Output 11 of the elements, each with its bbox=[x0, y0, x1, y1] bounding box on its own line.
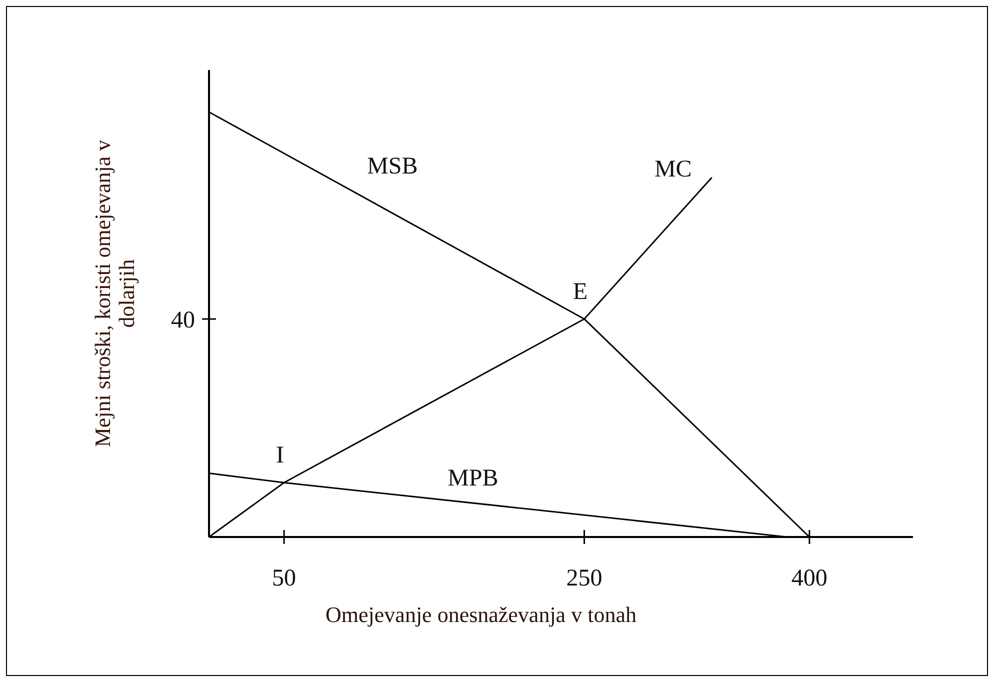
series-label: MC bbox=[654, 156, 692, 183]
x-tick-label: 400 bbox=[791, 565, 828, 592]
series-label: MPB bbox=[448, 466, 498, 492]
y-axis-title: Mejni stroški, koristi omejevanja v dolarjih bbox=[90, 140, 140, 448]
text: 40 bbox=[171, 307, 195, 334]
x-axis-title: Omejevanje onesnaževanja v tonah bbox=[326, 602, 636, 627]
x-tick-label: 250 bbox=[566, 565, 602, 592]
annotation: I bbox=[276, 442, 284, 469]
x-tick-label: 50 bbox=[272, 565, 296, 592]
annotation: E bbox=[572, 278, 588, 305]
series-label: MSB bbox=[367, 154, 418, 180]
